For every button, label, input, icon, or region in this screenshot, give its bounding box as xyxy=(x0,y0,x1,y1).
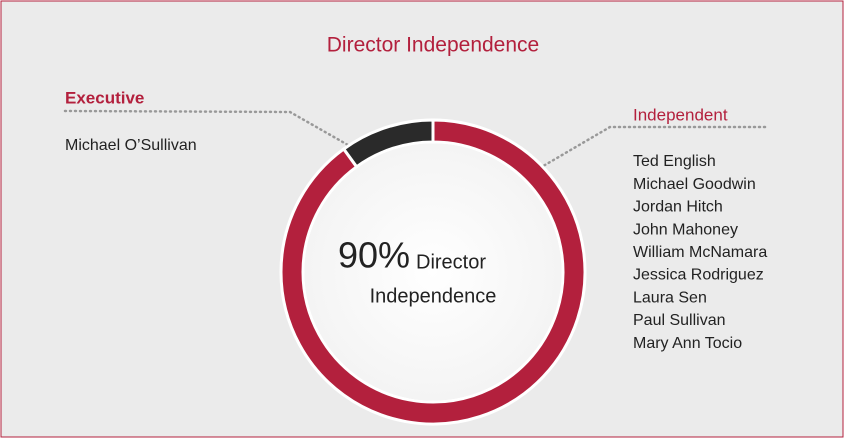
member-name: William McNamara xyxy=(633,244,767,261)
center-caption: Director xyxy=(416,251,486,273)
leader-line xyxy=(63,109,364,155)
center-caption: Independence xyxy=(370,285,497,307)
member-name: Paul Sullivan xyxy=(633,312,726,329)
member-name: Jessica Rodriguez xyxy=(633,267,764,284)
member-name: John Mahoney xyxy=(633,221,738,238)
member-name: Mary Ann Tocio xyxy=(633,335,742,352)
member-name: Michael Goodwin xyxy=(633,176,756,193)
chart-title: Director Independence xyxy=(327,34,539,57)
donut-segment xyxy=(279,118,587,426)
legend-label: Independent xyxy=(633,105,728,124)
leader-line xyxy=(531,125,767,174)
donut-hole xyxy=(304,143,562,401)
member-name: Michael O’Sullivan xyxy=(65,137,197,154)
member-name: Jordan Hitch xyxy=(633,199,723,216)
member-name: Laura Sen xyxy=(633,289,707,306)
legend-label: Executive xyxy=(65,88,144,107)
member-name: Ted English xyxy=(633,153,716,170)
center-value: 90% xyxy=(338,235,410,276)
